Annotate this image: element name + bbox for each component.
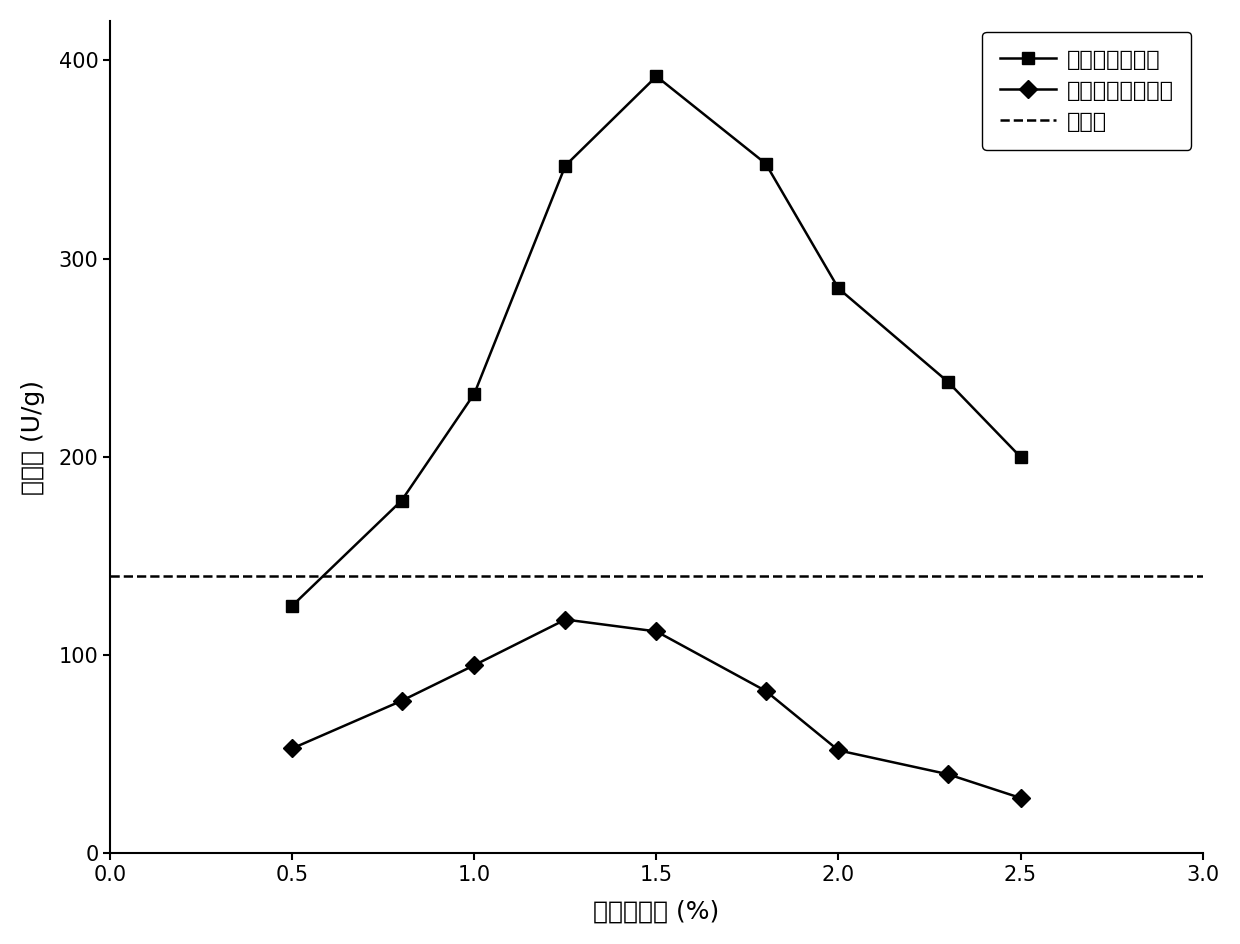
Y-axis label: 酶活力 (U/g): 酶活力 (U/g)	[21, 379, 45, 495]
Legend: 印迹交联酶聚体, 无印迹交联酶聚体, 游离酶: 印迹交联酶聚体, 无印迹交联酶聚体, 游离酶	[982, 32, 1192, 150]
X-axis label: 戊二醋浓度 (%): 戊二醋浓度 (%)	[593, 900, 719, 923]
